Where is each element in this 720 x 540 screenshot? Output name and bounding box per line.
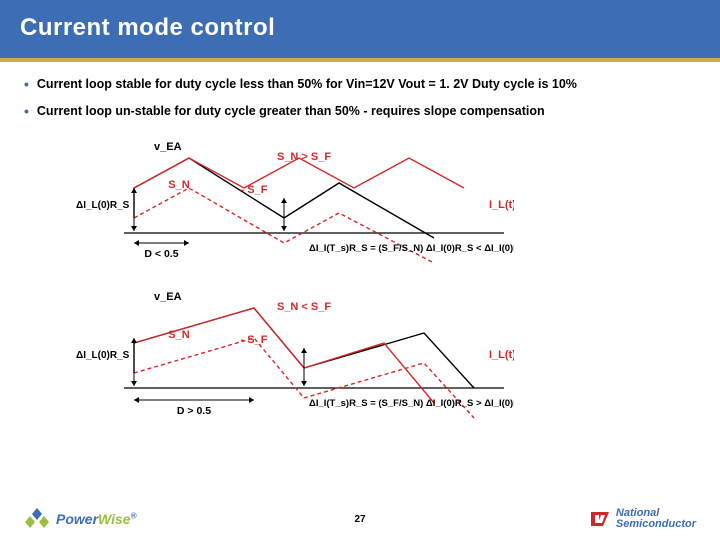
svg-text:I_L(t)R_S: I_L(t)R_S xyxy=(489,199,514,211)
page-title: Current mode control xyxy=(20,14,700,42)
national-icon xyxy=(589,508,611,530)
svg-text:v_EA: v_EA xyxy=(154,291,182,303)
svg-text:S_N: S_N xyxy=(168,329,189,341)
national-logo: National Semiconductor xyxy=(589,508,696,530)
powerwise-icon xyxy=(24,506,50,532)
powerwise-logo: PowerWise® xyxy=(24,506,136,532)
bullet-item: • Current loop stable for duty cycle les… xyxy=(24,76,696,93)
powerwise-text-2: Wise xyxy=(98,511,131,527)
svg-text:ΔI_I(T_s)R_S = (S_F/S_N) ΔI_I(: ΔI_I(T_s)R_S = (S_F/S_N) ΔI_I(0)R_S > ΔI… xyxy=(309,398,514,409)
bullet-text: Current loop un-stable for duty cycle gr… xyxy=(37,103,545,120)
svg-text:ΔI_I(T_s)R_S = (S_F/S_N) ΔI_I(: ΔI_I(T_s)R_S = (S_F/S_N) ΔI_I(0)R_S < ΔI… xyxy=(309,243,514,254)
national-line2: Semiconductor xyxy=(616,519,696,530)
svg-text:v_EA: v_EA xyxy=(154,141,182,153)
svg-text:- S_F: - S_F xyxy=(241,184,268,196)
diagram-container: D < 0.5 v_EA ΔI_L(0)R_S S_N - S_F S_N > S_F I_… xyxy=(64,138,696,433)
svg-text:ΔI_L(0)R_S: ΔI_L(0)R_S xyxy=(76,350,130,361)
svg-text:ΔI_L(0)R_S: ΔI_L(0)R_S xyxy=(76,200,130,211)
header-bar: Current mode control xyxy=(0,0,720,58)
bullet-text: Current loop stable for duty cycle less … xyxy=(37,76,577,93)
content-area: • Current loop stable for duty cycle les… xyxy=(0,62,720,433)
powerwise-text-1: Power xyxy=(56,511,98,527)
svg-text:I_L(t)R_S: I_L(t)R_S xyxy=(489,349,514,361)
waveform-diagram: D < 0.5 v_EA ΔI_L(0)R_S S_N - S_F S_N > S_F I_… xyxy=(64,138,514,428)
powerwise-text: PowerWise® xyxy=(56,511,136,527)
svg-text:S_N: S_N xyxy=(168,179,189,191)
svg-text:S_N > S_F: S_N > S_F xyxy=(277,151,331,163)
national-text: National Semiconductor xyxy=(616,508,696,530)
svg-text:- S_F: - S_F xyxy=(241,334,268,346)
svg-text:S_N < S_F: S_N < S_F xyxy=(277,301,331,313)
svg-text:D > 0.5: D > 0.5 xyxy=(177,405,211,417)
bullet-item: • Current loop un-stable for duty cycle … xyxy=(24,103,696,120)
bullet-icon: • xyxy=(24,103,29,120)
page-number: 27 xyxy=(354,514,365,525)
svg-text:D < 0.5: D < 0.5 xyxy=(144,248,178,260)
footer: PowerWise® 27 National Semiconductor xyxy=(0,506,720,532)
bullet-icon: • xyxy=(24,76,29,93)
